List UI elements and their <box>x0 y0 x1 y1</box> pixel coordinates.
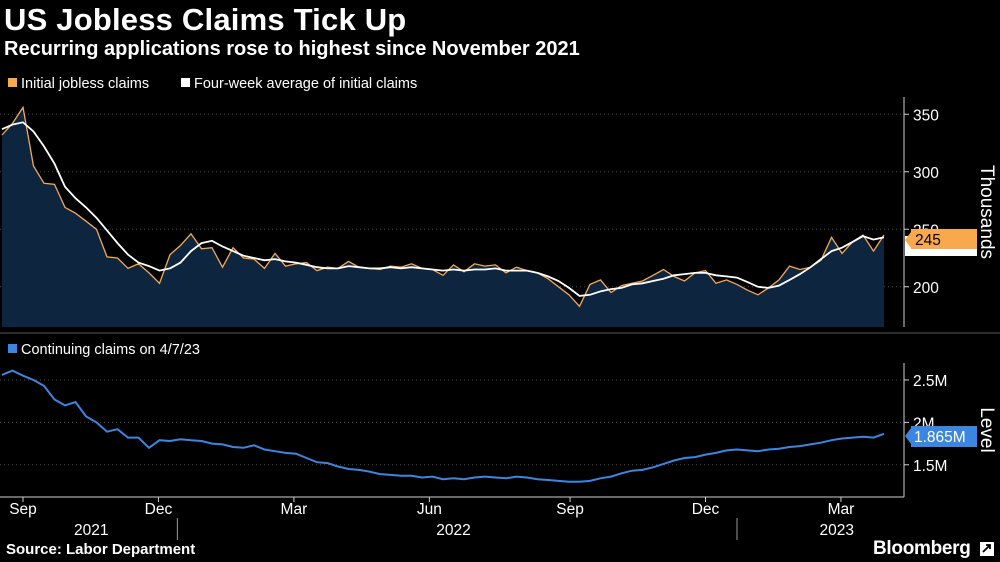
initial-badge-value: 245 <box>915 232 941 249</box>
x-year-label: 2021 <box>74 522 108 539</box>
continuing-badge-value: 1.865M <box>914 429 966 446</box>
legend-swatch-continuing <box>8 344 17 353</box>
source-note: Source: Labor Department <box>6 541 196 558</box>
initial-claims-line <box>1 105 885 308</box>
x-axis-ticks: Sep Dec Mar Jun Sep Dec Mar 2021 2022 2023 <box>9 497 854 540</box>
x-year-label: 2022 <box>436 522 470 539</box>
x-tick-label: Dec <box>692 501 720 518</box>
legend-label-initial: Initial jobless claims <box>21 76 149 92</box>
top-y-tick-label: 350 <box>913 107 939 124</box>
top-value-badge: 245 <box>905 229 977 256</box>
top-panel: Initial jobless claims Four-week average… <box>0 76 997 328</box>
top-y-axis-title: Thousands <box>976 165 997 259</box>
legend-swatch-average <box>181 78 190 87</box>
four-week-average-line <box>1 121 885 297</box>
bloomberg-mark-icon <box>980 542 994 556</box>
top-y-tick-label: 200 <box>913 280 939 297</box>
x-year-label: 2023 <box>820 522 854 539</box>
chart-subtitle: Recurring applications rose to highest s… <box>4 38 580 60</box>
top-y-ticks: 200250300350 <box>904 107 939 297</box>
legend-swatch-initial <box>8 78 17 87</box>
initial-claims-area <box>2 107 884 328</box>
bottom-gridlines <box>0 379 904 466</box>
continuing-claims-line <box>1 369 885 483</box>
x-tick-label: Sep <box>9 501 37 518</box>
x-tick-label: Dec <box>145 501 173 518</box>
chart-title: US Jobless Claims Tick Up <box>4 2 407 37</box>
legend-label-average: Four-week average of initial claims <box>194 76 417 92</box>
x-tick-label: Sep <box>556 501 584 518</box>
bottom-y-tick-label: 2.5M <box>913 373 947 390</box>
initial-badge-pointer <box>905 232 911 248</box>
continuing-badge-pointer <box>905 428 911 444</box>
bottom-y-tick-label: 1.5M <box>913 458 947 475</box>
top-y-tick-label: 300 <box>913 165 939 182</box>
bloomberg-logo: Bloomberg <box>873 538 971 559</box>
bottom-y-axis-title: Level <box>976 407 997 452</box>
bottom-value-badge: 1.865M <box>905 426 977 447</box>
continuing-badge <box>911 426 977 447</box>
x-tick-label: Mar <box>828 501 855 518</box>
x-tick-label: Jun <box>417 501 442 518</box>
x-tick-label: Mar <box>281 501 308 518</box>
initial-badge <box>911 229 977 249</box>
legend-label-continuing: Continuing claims on 4/7/23 <box>21 342 200 358</box>
